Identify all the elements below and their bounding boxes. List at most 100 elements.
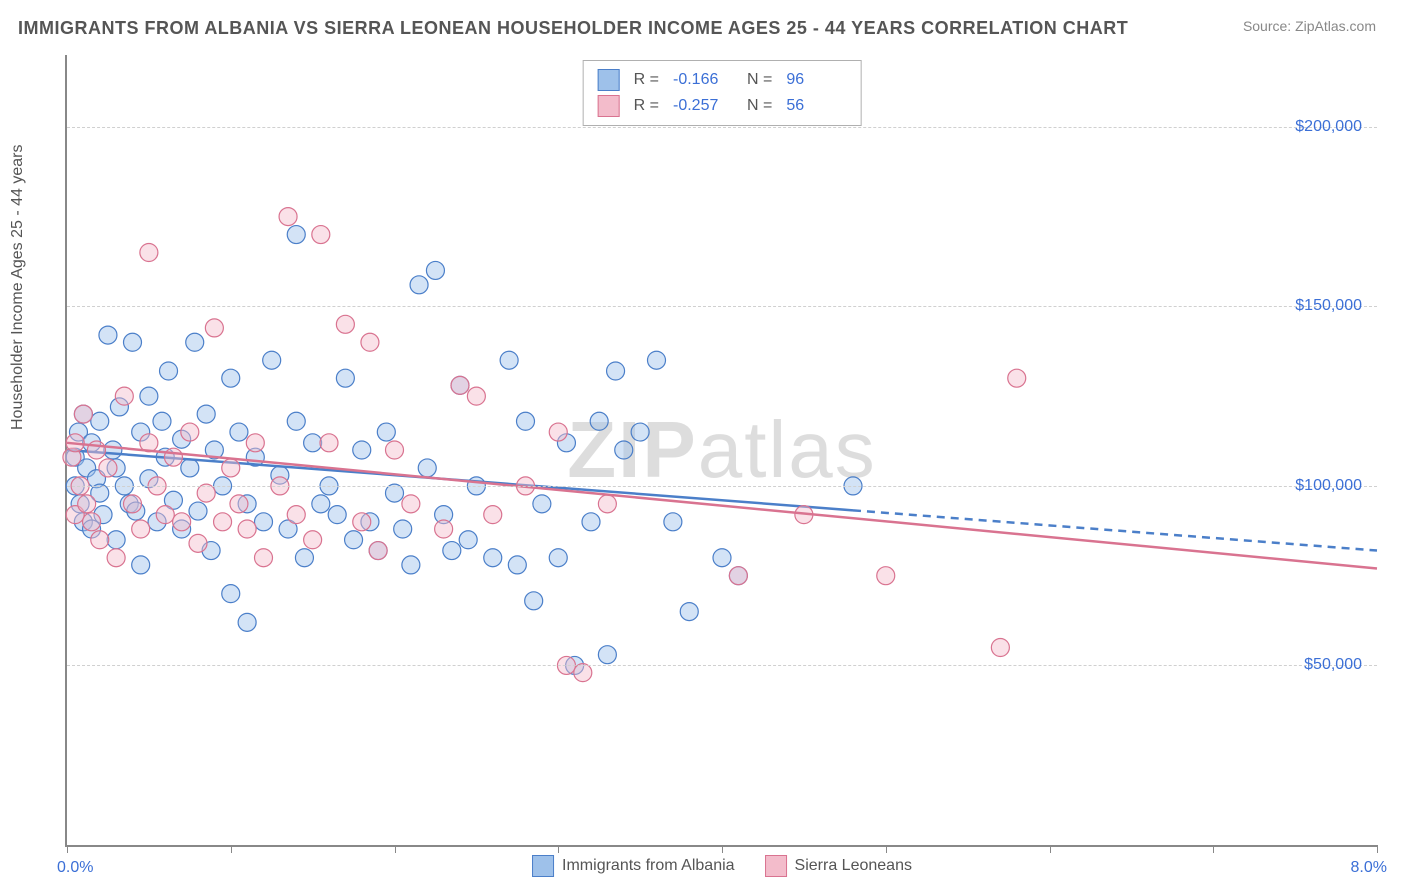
n-value: 96 bbox=[786, 71, 846, 89]
scatter-point bbox=[99, 326, 117, 344]
scatter-point bbox=[418, 459, 436, 477]
scatter-point bbox=[312, 226, 330, 244]
legend-swatch bbox=[765, 855, 787, 877]
scatter-point bbox=[279, 208, 297, 226]
scatter-point bbox=[173, 513, 191, 531]
y-tick-label: $150,000 bbox=[1295, 297, 1362, 315]
scatter-point bbox=[877, 567, 895, 585]
scatter-point bbox=[353, 441, 371, 459]
scatter-point bbox=[598, 495, 616, 513]
scatter-point bbox=[160, 362, 178, 380]
scatter-point bbox=[451, 376, 469, 394]
y-axis-label: Householder Income Ages 25 - 44 years bbox=[9, 145, 27, 431]
scatter-point bbox=[140, 387, 158, 405]
scatter-point bbox=[386, 441, 404, 459]
scatter-point bbox=[287, 412, 305, 430]
scatter-point bbox=[443, 542, 461, 560]
scatter-point bbox=[91, 412, 109, 430]
series-legend: Immigrants from Albania Sierra Leoneans bbox=[532, 855, 912, 877]
x-tick bbox=[231, 845, 232, 853]
scatter-point bbox=[729, 567, 747, 585]
scatter-point bbox=[582, 513, 600, 531]
scatter-point bbox=[153, 412, 171, 430]
scatter-point bbox=[402, 556, 420, 574]
x-tick bbox=[1213, 845, 1214, 853]
scatter-point bbox=[205, 319, 223, 337]
x-min-label: 0.0% bbox=[57, 859, 93, 877]
scatter-point bbox=[115, 387, 133, 405]
scatter-point bbox=[525, 592, 543, 610]
scatter-point bbox=[181, 459, 199, 477]
legend-label: Sierra Leoneans bbox=[795, 857, 912, 875]
scatter-point bbox=[238, 613, 256, 631]
scatter-point bbox=[1008, 369, 1026, 387]
n-label: N = bbox=[747, 97, 772, 115]
y-tick-label: $200,000 bbox=[1295, 118, 1362, 136]
scatter-point bbox=[680, 603, 698, 621]
scatter-point bbox=[91, 531, 109, 549]
legend-swatch bbox=[532, 855, 554, 877]
scatter-point bbox=[369, 542, 387, 560]
scatter-point bbox=[132, 556, 150, 574]
scatter-point bbox=[312, 495, 330, 513]
scatter-point bbox=[287, 226, 305, 244]
source-label: Source: ZipAtlas.com bbox=[1243, 18, 1376, 34]
scatter-point bbox=[410, 276, 428, 294]
scatter-point bbox=[615, 441, 633, 459]
legend-item: Immigrants from Albania bbox=[532, 855, 735, 877]
correlation-legend: R =-0.166N =96R =-0.257N =56 bbox=[583, 60, 862, 126]
scatter-point bbox=[402, 495, 420, 513]
scatter-point bbox=[394, 520, 412, 538]
scatter-point bbox=[186, 333, 204, 351]
scatter-point bbox=[713, 549, 731, 567]
x-tick bbox=[67, 845, 68, 853]
scatter-point bbox=[648, 351, 666, 369]
correlation-row: R =-0.257N =56 bbox=[598, 93, 847, 119]
scatter-point bbox=[132, 520, 150, 538]
scatter-point bbox=[214, 513, 232, 531]
scatter-point bbox=[517, 412, 535, 430]
x-tick bbox=[722, 845, 723, 853]
correlation-row: R =-0.166N =96 bbox=[598, 67, 847, 93]
scatter-point bbox=[336, 369, 354, 387]
y-tick-label: $50,000 bbox=[1304, 656, 1362, 674]
scatter-point bbox=[255, 549, 273, 567]
scatter-point bbox=[426, 261, 444, 279]
x-tick bbox=[558, 845, 559, 853]
n-value: 56 bbox=[786, 97, 846, 115]
scatter-point bbox=[484, 506, 502, 524]
scatter-point bbox=[508, 556, 526, 574]
scatter-point bbox=[140, 244, 158, 262]
scatter-point bbox=[164, 448, 182, 466]
legend-swatch bbox=[598, 69, 620, 91]
scatter-point bbox=[598, 646, 616, 664]
scatter-point bbox=[246, 434, 264, 452]
scatter-point bbox=[631, 423, 649, 441]
scatter-point bbox=[124, 495, 142, 513]
gridline-h bbox=[67, 127, 1377, 128]
scatter-point bbox=[304, 434, 322, 452]
r-value: -0.257 bbox=[673, 97, 733, 115]
chart-area: ZIPatlas R =-0.166N =96R =-0.257N =56 Im… bbox=[65, 55, 1377, 847]
scatter-point bbox=[361, 333, 379, 351]
scatter-point bbox=[287, 506, 305, 524]
gridline-h bbox=[67, 486, 1377, 487]
scatter-point bbox=[484, 549, 502, 567]
scatter-point bbox=[590, 412, 608, 430]
scatter-point bbox=[124, 333, 142, 351]
n-label: N = bbox=[747, 71, 772, 89]
x-tick bbox=[886, 845, 887, 853]
scatter-point bbox=[304, 531, 322, 549]
scatter-point bbox=[295, 549, 313, 567]
scatter-point bbox=[230, 495, 248, 513]
scatter-point bbox=[263, 351, 281, 369]
scatter-point bbox=[156, 506, 174, 524]
scatter-point bbox=[607, 362, 625, 380]
scatter-point bbox=[533, 495, 551, 513]
scatter-point bbox=[353, 513, 371, 531]
chart-title: IMMIGRANTS FROM ALBANIA VS SIERRA LEONEA… bbox=[18, 18, 1128, 39]
scatter-point bbox=[222, 369, 240, 387]
scatter-point bbox=[222, 585, 240, 603]
scatter-point bbox=[991, 639, 1009, 657]
scatter-point bbox=[230, 423, 248, 441]
